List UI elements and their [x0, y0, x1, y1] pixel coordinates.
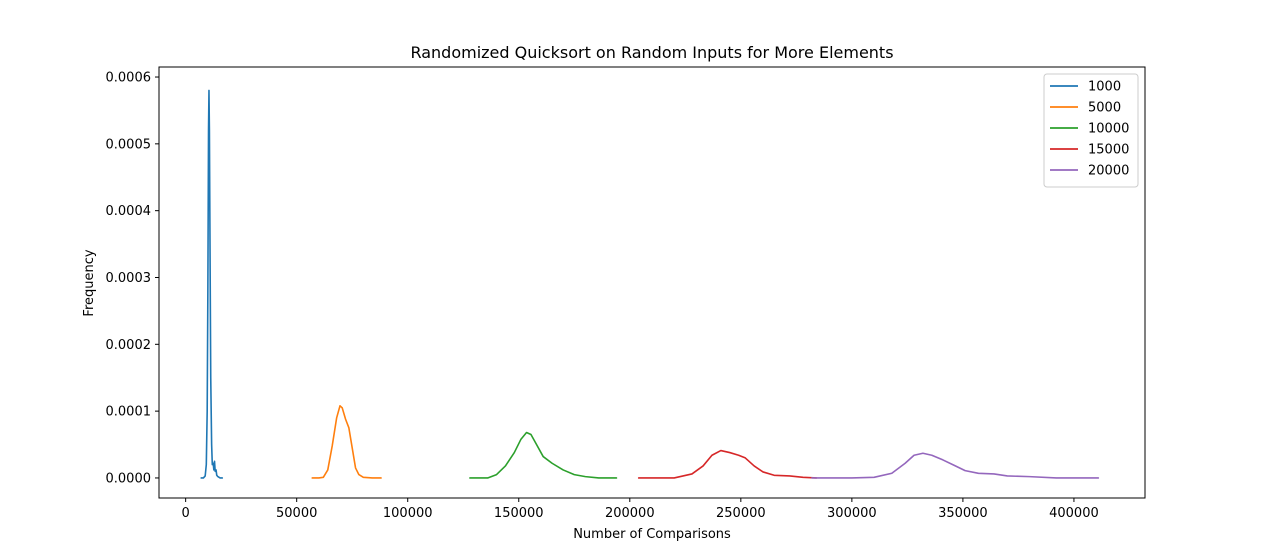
x-tick-label: 50000: [276, 506, 317, 521]
x-tick-label: 400000: [1049, 506, 1099, 521]
legend-label: 10000: [1088, 122, 1129, 137]
series-line-15000: [637, 449, 818, 479]
y-tick-label: 0.0006: [106, 71, 152, 86]
x-tick-label: 250000: [716, 506, 766, 521]
x-tick-label: 150000: [494, 506, 544, 521]
legend-label: 20000: [1088, 164, 1129, 179]
y-tick-label: 0.0001: [106, 405, 152, 420]
legend-box: [1043, 73, 1139, 188]
x-axis-label: Number of Comparisons: [573, 527, 731, 542]
legend-label: 1000: [1088, 80, 1121, 95]
y-tick-label: 0.0000: [106, 471, 152, 486]
legend-label: 15000: [1088, 143, 1129, 158]
series-group: [200, 89, 1100, 479]
y-tick-label: 0.0004: [106, 204, 152, 219]
plot-frame: [158, 66, 1146, 499]
series-line-1000: [200, 89, 224, 479]
x-tick-label: 350000: [938, 506, 988, 521]
y-tick-label: 0.0002: [106, 338, 152, 353]
legend-label: 5000: [1088, 101, 1121, 116]
x-tick-label: 200000: [605, 506, 655, 521]
chart-title: Randomized Quicksort on Random Inputs fo…: [410, 43, 893, 62]
plot-area: [159, 67, 1145, 498]
legend: 1000 5000 10000 15000 20000: [1043, 73, 1139, 188]
y-axis: 0.0000 0.0001 0.0002 0.0003 0.0004 0.0005 0.00…: [106, 71, 159, 486]
x-tick-label: 100000: [383, 506, 433, 521]
y-axis-label: Frequency: [82, 249, 97, 316]
series-line-5000: [311, 404, 382, 479]
series-line-20000: [811, 452, 1100, 479]
y-tick-label: 0.0005: [106, 137, 152, 152]
x-tick-label: 0: [182, 506, 190, 521]
y-tick-label: 0.0003: [106, 271, 152, 286]
x-axis: 0 50000 100000 150000 200000 250000 300000 3500…: [182, 498, 1099, 521]
x-tick-label: 300000: [827, 506, 877, 521]
series-line-10000: [469, 431, 618, 479]
